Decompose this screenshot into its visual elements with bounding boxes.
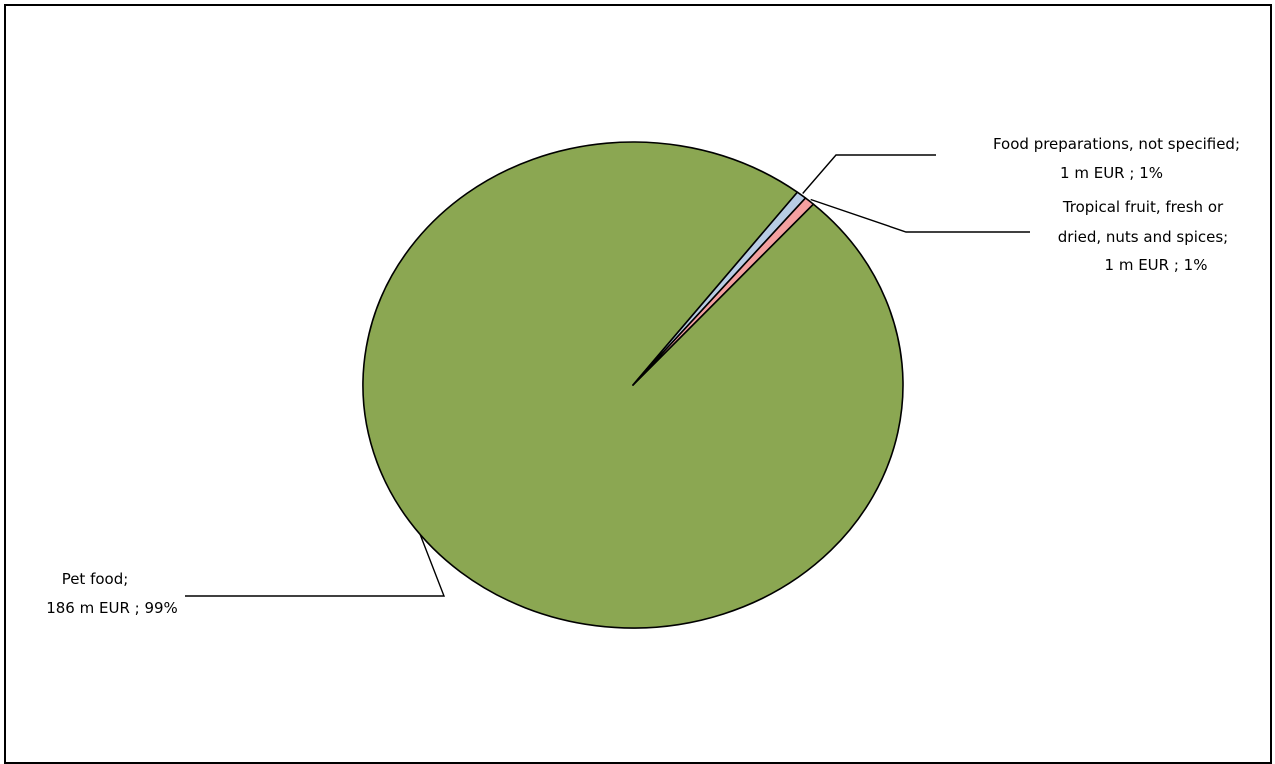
slice-label-2-line-1: dried, nuts and spices; — [1058, 228, 1228, 246]
pie-slice-2 — [632, 197, 815, 386]
leader-line-2 — [810, 198, 1030, 233]
slice-label-2-line-2: 1 m EUR ; 1% — [1105, 256, 1208, 274]
pie-chart: Pet food; 186 m EUR ; 99% Food preparation… — [46, 135, 1240, 629]
leader-line-1 — [802, 154, 936, 194]
slice-label-0-line-0: Pet food; — [62, 570, 129, 588]
slice-label-1-line-1: 1 m EUR ; 1% — [1060, 164, 1163, 182]
slice-label-1-line-0: Food preparations, not specified; — [993, 135, 1240, 153]
slice-label-2-line-0: Tropical fruit, fresh or — [1062, 198, 1224, 216]
slice-label-0-line-1: 186 m EUR ; 99% — [46, 599, 178, 617]
leader-line-0 — [185, 534, 446, 597]
